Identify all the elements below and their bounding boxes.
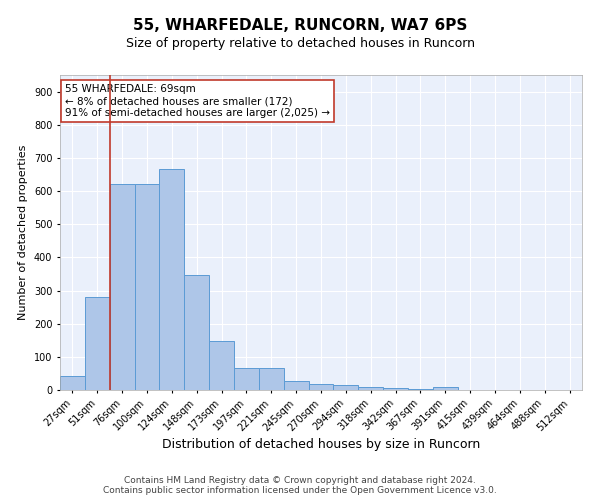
Bar [408,388,433,390]
Bar [334,386,358,390]
Bar [184,275,209,390]
X-axis label: Distribution of detached houses by size in Runcorn: Distribution of detached houses by size … [162,438,480,451]
Text: Size of property relative to detached houses in Runcorn: Size of property relative to detached ho… [125,38,475,51]
Bar [85,297,110,390]
Y-axis label: Number of detached properties: Number of detached properties [19,145,28,320]
Bar [433,387,458,390]
Bar [60,376,85,390]
Bar [134,184,160,390]
Bar [209,342,234,390]
Bar [110,184,134,390]
Bar [308,384,334,390]
Bar [234,368,259,390]
Text: Contains HM Land Registry data © Crown copyright and database right 2024.
Contai: Contains HM Land Registry data © Crown c… [103,476,497,495]
Bar [259,368,284,390]
Text: 55 WHARFEDALE: 69sqm
← 8% of detached houses are smaller (172)
91% of semi-detac: 55 WHARFEDALE: 69sqm ← 8% of detached ho… [65,84,330,117]
Bar [383,388,408,390]
Bar [358,386,383,390]
Bar [284,380,308,390]
Text: 55, WHARFEDALE, RUNCORN, WA7 6PS: 55, WHARFEDALE, RUNCORN, WA7 6PS [133,18,467,32]
Bar [160,168,184,390]
